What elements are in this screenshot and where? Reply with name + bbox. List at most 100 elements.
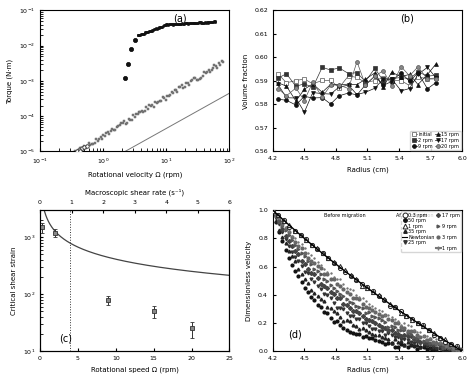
15 rpm [354,82,360,87]
initial [310,82,316,86]
35 rpm [325,305,330,309]
9 rpm [407,79,412,84]
17 rpm [425,65,430,70]
Legend: initial, 2 rpm, 9 rpm, 15 rpm, 17 rpm, 20 rpm: initial, 2 rpm, 9 rpm, 15 rpm, 17 rpm, 2… [410,131,461,150]
initial [389,78,394,83]
Newtonian [450,343,456,348]
1 rpm [398,310,404,315]
20 rpm [301,98,307,103]
50 rpm [325,311,330,315]
20 rpm [433,77,439,81]
0.3 rpm [443,339,448,344]
3 rpm [318,266,324,270]
17 rpm [415,72,421,77]
1 rpm [454,345,459,350]
1 rpm [326,255,331,260]
1 rpm [275,213,281,217]
9 rpm [354,93,360,97]
17 rpm [372,86,378,90]
15 rpm [372,71,378,75]
20 rpm [372,74,378,78]
0.3 rpm [326,256,331,260]
X-axis label: Rotational speed Ω (rpm): Rotational speed Ω (rpm) [91,367,179,373]
Line: 35 rpm: 35 rpm [271,209,464,353]
3 rpm [456,349,462,353]
1 rpm [437,336,443,340]
17 rpm [363,90,368,95]
15 rpm [389,70,394,74]
initial [363,80,368,85]
Line: 25 rpm: 25 rpm [271,211,464,352]
2 rpm [398,75,404,80]
2 rpm [336,65,342,70]
2 rpm [319,65,325,70]
15 rpm [293,99,299,103]
25 rpm [331,301,337,305]
15 rpm [319,90,325,95]
0.3 rpm [426,328,432,332]
Line: 15 rpm: 15 rpm [276,62,438,103]
17 rpm [318,282,324,287]
1 rpm [270,209,275,214]
50 rpm [318,304,324,309]
Y-axis label: Torque (N·m): Torque (N·m) [7,59,13,103]
0.3 rpm [382,298,387,302]
17 rpm [407,86,412,91]
0.3 rpm [409,317,415,321]
0.3 rpm [376,293,382,298]
1 rpm [443,337,448,342]
25 rpm [318,287,324,291]
Text: (a): (a) [173,14,186,24]
1 rpm [409,317,415,322]
20 rpm [283,93,289,98]
1 rpm [342,268,348,273]
Newtonian [444,339,450,344]
1 rpm [420,324,426,328]
9 rpm [459,347,465,352]
0.3 rpm [387,304,392,309]
2 rpm [354,70,360,75]
17 rpm [328,92,334,97]
9 rpm [275,97,281,101]
15 rpm [433,62,439,66]
Line: 3 rpm: 3 rpm [271,209,464,353]
1 rpm [325,269,330,274]
Newtonian [306,240,312,245]
Legend: 0.3 rpm, 50 rpm, 1 rpm, 35 rpm, Newtonian, 25 rpm, , 17 rpm, , 9 rpm, , 3 rpm, ,: 0.3 rpm, 50 rpm, 1 rpm, 35 rpm, Newtonia… [401,211,461,252]
3 rpm [331,276,337,281]
17 rpm [331,291,337,296]
2 rpm [372,66,378,71]
initial [336,86,342,90]
0.3 rpm [287,225,292,229]
initial [328,78,334,82]
17 rpm [354,92,360,97]
initial [398,78,404,83]
0.3 rpm [331,261,337,265]
Text: (c): (c) [59,333,72,343]
9 rpm [334,289,340,294]
1 rpm [459,349,465,353]
initial [293,78,299,83]
2 rpm [433,73,439,78]
1 rpm [431,331,437,335]
0.3 rpm [431,333,437,337]
17 rpm [398,89,404,93]
3 rpm [270,208,275,212]
X-axis label: Radius (cm): Radius (cm) [346,367,388,373]
1 rpm [354,277,359,282]
50 rpm [389,340,394,345]
50 rpm [302,286,308,290]
3 rpm [302,251,308,256]
Line: 20 rpm: 20 rpm [276,60,438,103]
9 rpm [319,95,325,100]
2 rpm [389,76,394,81]
35 rpm [334,311,340,316]
1 rpm [415,320,420,325]
1 rpm [337,264,342,268]
17 rpm [381,77,386,81]
1 rpm [387,302,392,306]
1 rpm [389,315,394,320]
1 rpm [392,304,398,309]
1 rpm [456,348,462,353]
0.3 rpm [398,308,404,313]
